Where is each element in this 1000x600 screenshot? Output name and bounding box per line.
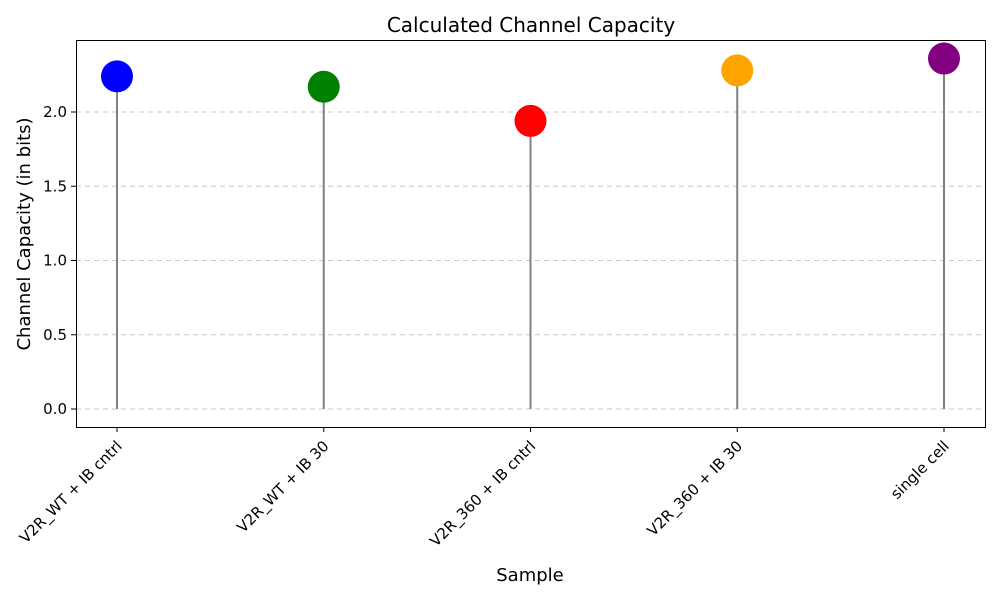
y-tick-label: 0.0 [43, 400, 67, 418]
data-point [101, 60, 133, 93]
y-tick-label: 1.5 [43, 177, 67, 195]
x-tick-label: single cell [887, 437, 953, 503]
x-tick-label: V2R_WT + IB cntrl [16, 437, 127, 548]
y-axis-label: Channel Capacity (in bits) [14, 117, 35, 350]
x-tick-label: V2R_WT + IB 30 [233, 437, 333, 537]
x-axis-label: Sample [496, 565, 564, 586]
x-axis: V2R_WT + IB cntrl V2R_WT + IB 30 V2R_360 +… [16, 427, 953, 551]
y-tick-label: 2.0 [43, 103, 67, 121]
y-tick-label: 0.5 [43, 326, 67, 344]
data-point [721, 54, 754, 87]
x-tick-label: V2R_360 + IB cntrl [426, 437, 540, 551]
x-tick-label: V2R_360 + IB 30 [644, 437, 747, 540]
data-point [514, 104, 547, 137]
stems [116, 58, 945, 409]
data-point [928, 42, 960, 75]
y-tick-label: 1.0 [43, 252, 67, 270]
chart-title: Calculated Channel Capacity [387, 13, 675, 37]
markers [101, 42, 960, 137]
data-point [307, 70, 340, 103]
y-axis: 0.0 0.5 1.0 1.5 2.0 [43, 103, 76, 418]
